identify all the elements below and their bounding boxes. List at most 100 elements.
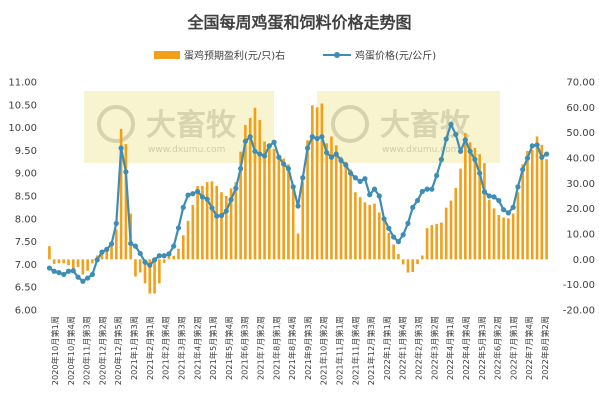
left-tick-label: 8.00 — [15, 214, 37, 225]
egg-price-point — [314, 135, 320, 142]
egg-price-point — [218, 213, 225, 219]
profit-bar — [215, 185, 219, 260]
right-tick-label: 60.00 — [566, 103, 595, 114]
profit-bar — [62, 259, 66, 264]
egg-price-point — [266, 143, 272, 149]
legend-bar-swatch — [154, 51, 180, 59]
egg-price-point — [367, 192, 373, 198]
egg-price-point — [175, 225, 182, 231]
profit-bar — [110, 244, 113, 260]
profit-bar — [311, 105, 314, 260]
egg-price-point — [347, 170, 354, 176]
profit-bar — [315, 107, 319, 260]
right-tick-label: -10.00 — [563, 280, 595, 291]
egg-price-point — [108, 241, 115, 247]
egg-price-point — [56, 270, 62, 276]
profit-bar — [76, 259, 80, 267]
profit-bar — [248, 117, 252, 260]
x-tick-label: 2021年11月第4周 — [350, 316, 360, 385]
egg-price-point — [400, 232, 406, 238]
x-tick-label: 2022年2月第3周 — [414, 316, 424, 380]
profit-bar — [516, 192, 520, 260]
egg-price-point — [156, 253, 162, 259]
profit-bar — [392, 244, 395, 260]
egg-price-point — [352, 175, 358, 181]
egg-price-point — [70, 268, 76, 274]
egg-price-point — [166, 251, 172, 257]
left-tick-label: 10.00 — [8, 123, 37, 134]
profit-bar — [444, 207, 448, 260]
profit-bar — [287, 164, 290, 260]
profit-bar — [521, 164, 525, 260]
egg-price-point — [99, 249, 105, 255]
profit-bar — [449, 200, 453, 260]
profit-bar — [497, 215, 501, 260]
x-tick-label: 2020年11月第3周 — [82, 316, 92, 385]
egg-price-point — [271, 139, 277, 145]
profit-bar — [201, 185, 204, 260]
egg-price-point — [534, 142, 540, 148]
profit-bar — [492, 208, 496, 260]
profit-bar — [387, 232, 391, 260]
profit-bar — [86, 259, 89, 271]
profit-bar — [440, 222, 443, 260]
egg-price-point — [147, 262, 153, 268]
profit-bar — [435, 223, 438, 260]
egg-price-point — [357, 178, 363, 185]
profit-bar — [186, 220, 190, 260]
profit-bar — [210, 181, 214, 260]
profit-bar — [124, 144, 128, 260]
profit-bar — [334, 145, 338, 260]
egg-price-point — [520, 166, 526, 173]
egg-price-point — [261, 153, 268, 159]
profit-bar — [330, 136, 333, 260]
egg-price-point — [233, 185, 239, 191]
profit-bar — [411, 259, 415, 272]
egg-price-point — [94, 257, 100, 263]
x-tick-label: 2022年5月第3周 — [477, 316, 487, 380]
egg-price-point — [199, 194, 205, 200]
egg-price-point — [405, 220, 411, 226]
profit-bar — [258, 120, 262, 260]
profit-bar — [71, 259, 75, 271]
right-tick-label: 30.00 — [566, 179, 595, 190]
egg-price-point — [85, 275, 91, 281]
egg-price-point — [324, 150, 330, 156]
egg-price-point — [424, 186, 430, 192]
profit-bar — [81, 259, 85, 275]
egg-price-point — [371, 186, 378, 192]
right-tick-label: 50.00 — [566, 128, 595, 139]
profit-bar — [234, 182, 238, 260]
profit-bar — [263, 141, 266, 260]
x-tick-label: 2020年10月第1周 — [50, 316, 60, 385]
profit-bar — [363, 202, 367, 260]
egg-price-point — [472, 156, 478, 163]
x-tick-label: 2021年3月第3周 — [176, 316, 186, 380]
left-tick-label: 10.50 — [8, 100, 37, 111]
egg-price-point — [529, 143, 535, 149]
egg-price-point — [429, 186, 435, 192]
x-tick-label: 2022年1月第1周 — [382, 316, 392, 380]
profit-bar — [478, 154, 481, 260]
egg-price-point — [290, 184, 296, 190]
x-tick-label: 2021年5月第1周 — [208, 316, 218, 380]
egg-price-point — [51, 268, 57, 274]
egg-price-point — [285, 166, 292, 172]
x-tick-label: 2022年1月第4周 — [398, 316, 408, 380]
egg-price-point — [304, 145, 311, 151]
left-tick-label: 11.00 — [8, 78, 37, 89]
profit-bar — [115, 229, 118, 260]
x-tick-label: 2022年3月第2周 — [429, 316, 439, 380]
egg-price-point — [419, 188, 425, 195]
watermark-left-brand: 大畜牧 — [146, 108, 237, 143]
x-tick-label: 2021年4月第2周 — [192, 316, 202, 380]
profit-bar — [425, 228, 429, 260]
right-tick-label: 40.00 — [566, 154, 595, 165]
profit-bar — [473, 147, 477, 260]
x-tick-label: 2022年7月第4周 — [524, 316, 534, 380]
x-tick-label: 2021年10月第2周 — [319, 316, 329, 385]
egg-price-point — [491, 194, 497, 200]
x-tick-label: 2021年1月第3周 — [129, 316, 139, 380]
egg-price-point — [500, 207, 507, 213]
